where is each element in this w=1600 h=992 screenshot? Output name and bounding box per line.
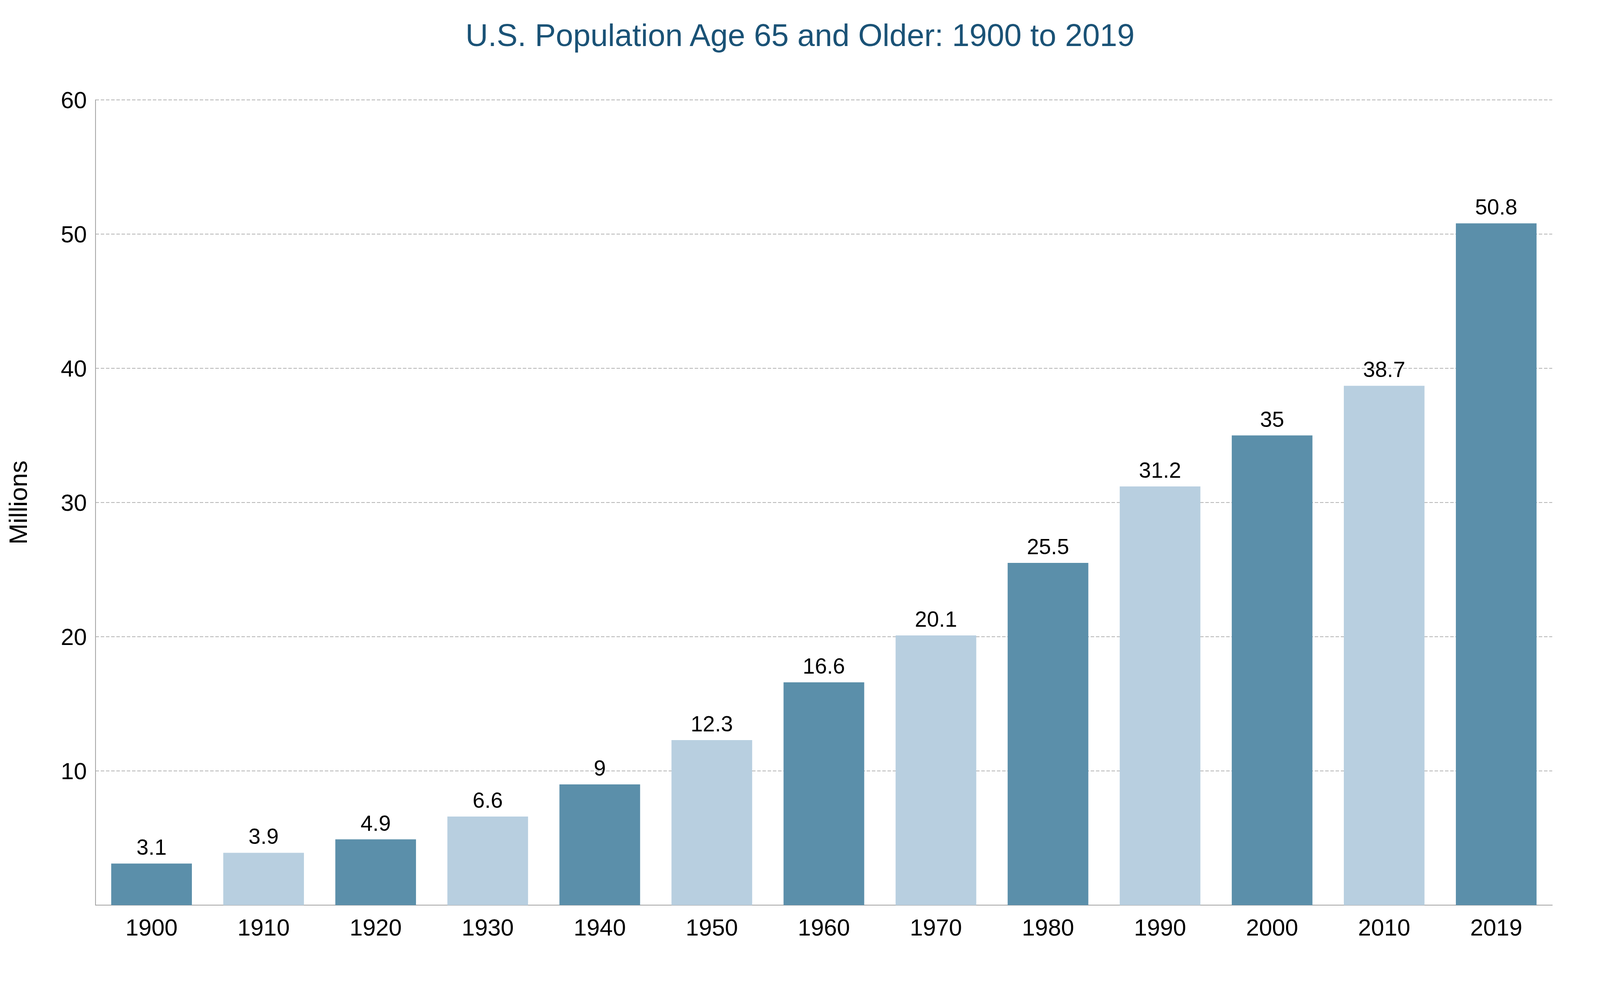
svg-text:1940: 1940	[573, 913, 626, 941]
svg-text:1990: 1990	[1134, 913, 1187, 941]
svg-text:12.3: 12.3	[690, 711, 733, 736]
svg-text:50: 50	[60, 221, 87, 248]
svg-text:60: 60	[60, 86, 87, 113]
svg-text:Millions: Millions	[3, 460, 33, 545]
svg-text:16.6: 16.6	[802, 653, 845, 679]
svg-text:3.9: 3.9	[248, 824, 279, 849]
svg-text:1920: 1920	[349, 913, 402, 941]
svg-text:38.7: 38.7	[1362, 357, 1406, 382]
svg-text:50.8: 50.8	[1474, 194, 1518, 220]
svg-text:25.5: 25.5	[1026, 534, 1069, 559]
svg-text:1970: 1970	[910, 913, 963, 941]
svg-text:4.9: 4.9	[360, 811, 391, 836]
svg-text:1910: 1910	[237, 913, 290, 941]
svg-text:31.2: 31.2	[1138, 458, 1182, 483]
svg-text:9: 9	[593, 755, 606, 781]
svg-text:2019: 2019	[1470, 913, 1523, 941]
svg-text:1950: 1950	[685, 913, 738, 941]
svg-text:6.6: 6.6	[472, 788, 504, 813]
svg-text:30: 30	[60, 489, 87, 516]
svg-text:35: 35	[1260, 407, 1285, 432]
svg-text:U.S. Population Age 65 and Old: U.S. Population Age 65 and Older: 1900 t…	[465, 17, 1135, 53]
svg-text:2000: 2000	[1246, 913, 1299, 941]
svg-text:20: 20	[60, 623, 87, 650]
svg-text:10: 10	[60, 757, 87, 784]
svg-text:3.1: 3.1	[136, 834, 167, 860]
svg-text:20.1: 20.1	[914, 607, 957, 632]
svg-text:1960: 1960	[797, 913, 850, 941]
svg-text:1980: 1980	[1022, 913, 1075, 941]
svg-text:1930: 1930	[461, 913, 514, 941]
svg-text:40: 40	[60, 355, 87, 382]
svg-text:1900: 1900	[125, 913, 178, 941]
svg-text:2010: 2010	[1358, 913, 1411, 941]
